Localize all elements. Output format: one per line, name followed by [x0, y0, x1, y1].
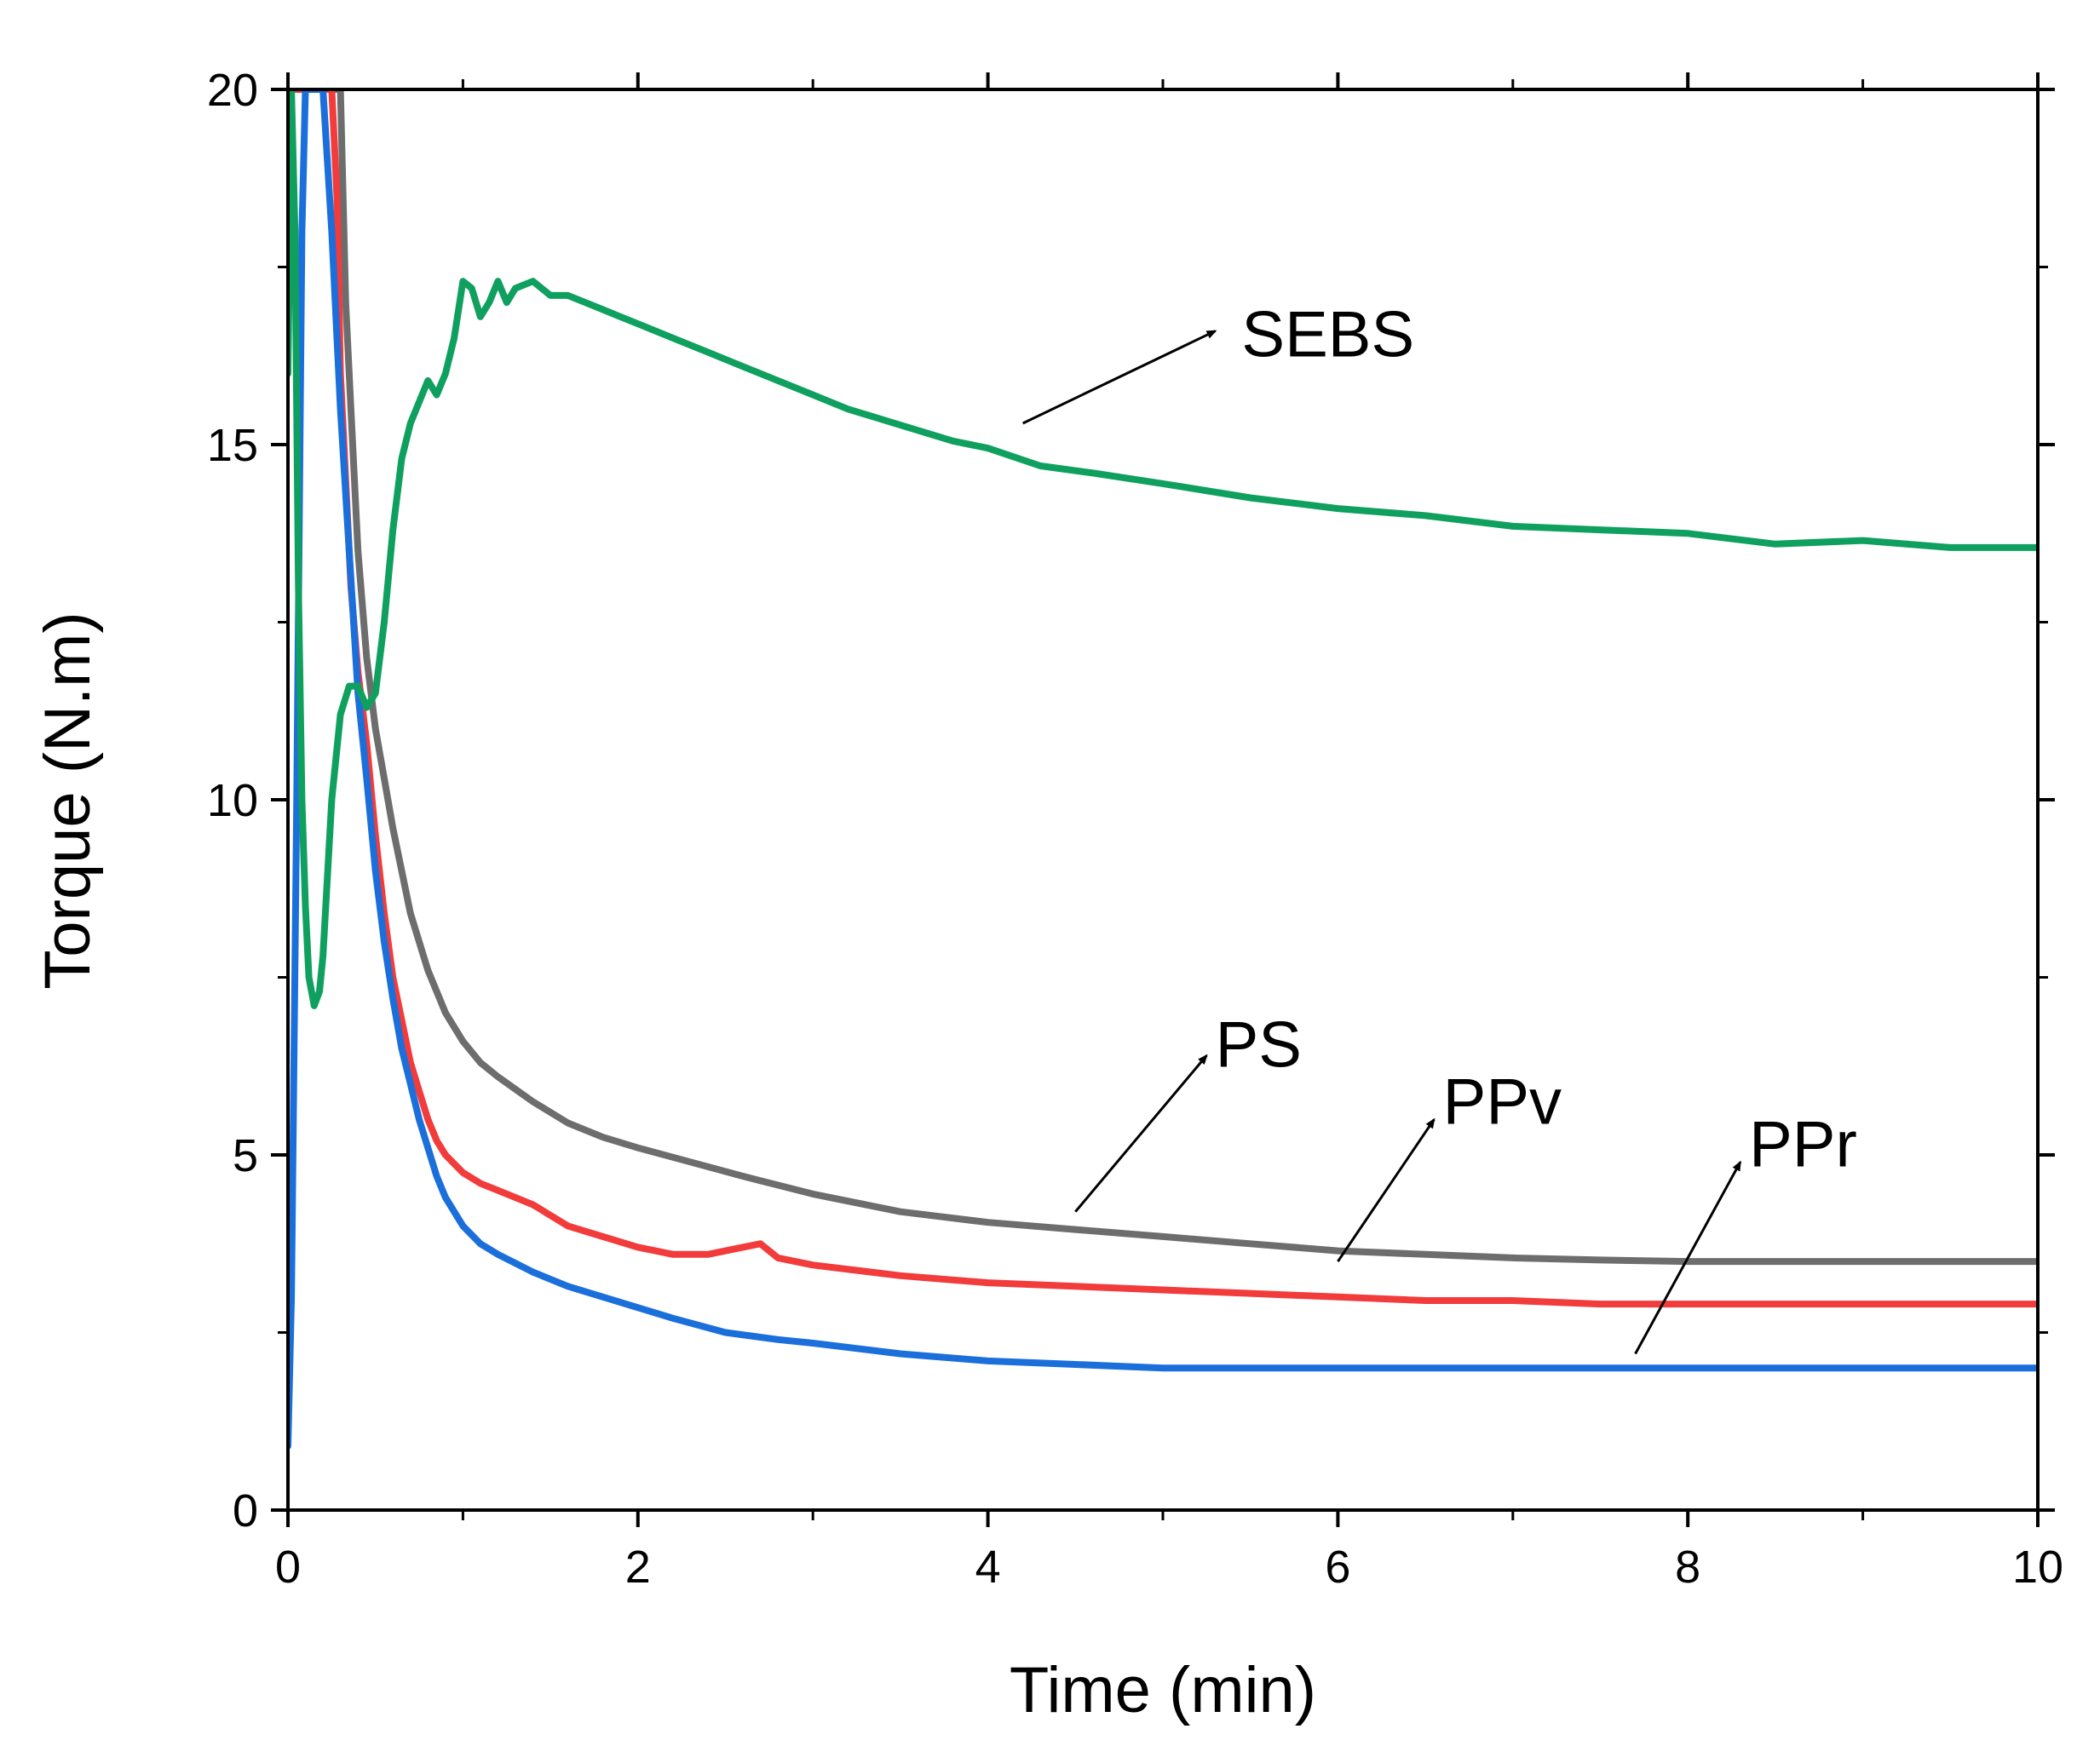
annotation-label-ppr: PPr — [1749, 1108, 1857, 1180]
x-tick-label: 0 — [275, 1542, 301, 1593]
y-tick-label: 10 — [207, 775, 258, 826]
annotation-label-sebs: SEBS — [1241, 299, 1414, 371]
annotation-arrow-ppr — [1634, 1160, 1742, 1355]
y-tick-label: 20 — [207, 65, 258, 116]
x-tick-label: 10 — [2012, 1542, 2063, 1593]
annotation-arrow-ps — [1074, 1054, 1208, 1213]
y-tick-label: 0 — [233, 1485, 258, 1536]
y-tick-label: 5 — [233, 1130, 258, 1181]
annotation-arrow-ppv — [1337, 1117, 1435, 1262]
x-tick-label: 8 — [1675, 1542, 1700, 1593]
plot-frame — [286, 88, 2040, 1512]
y-axis-title: Torque (N.m) — [32, 612, 104, 989]
x-tick-label: 4 — [975, 1542, 1001, 1593]
x-tick-label: 6 — [1325, 1542, 1350, 1593]
annotation-label-ps: PS — [1216, 1009, 1302, 1082]
series-line-ps — [288, 89, 2038, 1266]
annotation-arrow-sebs — [1022, 330, 1217, 425]
x-axis-title: Time (min) — [1010, 1654, 1316, 1726]
y-tick-label: 15 — [207, 420, 258, 471]
series-line-sebs — [288, 89, 2038, 1009]
annotation-label-ppv: PPv — [1443, 1065, 1562, 1138]
x-tick-label: 2 — [625, 1542, 651, 1593]
series-line-ppr — [288, 89, 2038, 1450]
